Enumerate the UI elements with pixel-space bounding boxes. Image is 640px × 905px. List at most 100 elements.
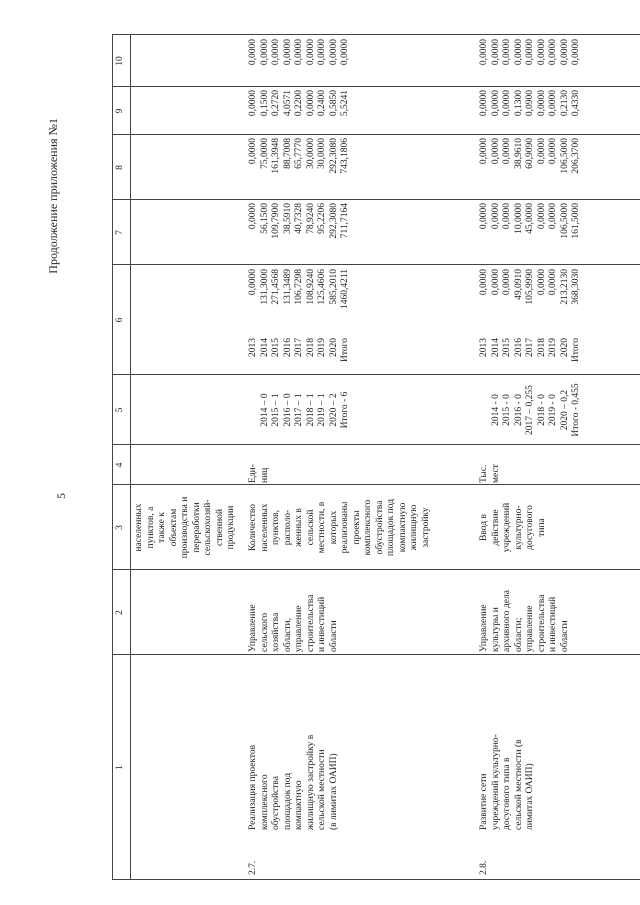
cell-text: 2019 – 1 [317, 393, 327, 427]
cell-text: 65,7770 [294, 138, 304, 169]
cell-text: досугового [525, 505, 535, 550]
cell-text: 2019 [548, 338, 558, 357]
cell-text: 0,0000 [559, 39, 570, 66]
cell-text: жилищную застройку в [305, 734, 316, 830]
cell-text: обустройства [374, 500, 385, 555]
cell-text: 2017 [525, 338, 535, 357]
cell-text: 0,0000 [317, 39, 327, 66]
cell-text: 0,0000 [479, 138, 489, 165]
cell-text: 56,1500 [259, 203, 270, 234]
cell-text: комплексного [259, 774, 270, 830]
cell-text: Развитие сети [479, 773, 489, 830]
cell-text: 2020 – 2 [328, 393, 339, 427]
cell-text: 2020 [559, 338, 570, 357]
cell-text: 106,7298 [294, 269, 304, 305]
cell-text: 0,2130 [559, 90, 570, 117]
cell-text: 0,0000 [548, 39, 558, 66]
cell-text: 0,2200 [294, 90, 304, 117]
cell-text: 2020 – 0,2 [559, 389, 570, 431]
column-line [112, 86, 640, 87]
cell-text: 5,5241 [340, 90, 350, 117]
cell-text: 161,3948 [271, 138, 281, 174]
cell-text: 0,0000 [259, 39, 270, 66]
cell-text: сельской местности [317, 749, 327, 830]
cell-text: 109,7900 [271, 203, 281, 239]
cell-text: управление [525, 605, 535, 652]
cell-text: 585,2010 [328, 269, 339, 305]
cell-text: 2014 – 0 [259, 393, 270, 427]
page-title: Продолжение приложения №1 [46, 118, 60, 274]
column-header: 5 [115, 407, 125, 413]
column-header: 3 [115, 525, 125, 530]
cell-text: и инвестиций [548, 596, 558, 652]
cell-text: 0,0000 [490, 39, 501, 66]
column-line [112, 569, 640, 570]
cell-text: 206,3700 [571, 138, 581, 174]
cell-text: 0,0000 [536, 203, 547, 230]
cell-text: 0,0000 [479, 90, 489, 117]
cell-text: 0,0000 [305, 39, 316, 66]
cell-text: 2015 – 1 [271, 393, 281, 427]
cell-text: 2.7. [248, 860, 258, 875]
cell-text: 105,9990 [525, 269, 535, 305]
column-line [112, 199, 640, 200]
cell-text: 0,1300 [513, 90, 524, 117]
cell-text: переработки [191, 502, 202, 553]
cell-text: 2019 [317, 338, 327, 357]
cell-text: 0,0000 [479, 269, 489, 296]
cell-text: 45,0000 [525, 203, 535, 234]
cell-text: 2017 – 1 [294, 393, 304, 427]
cell-text: сельского [259, 612, 270, 652]
cell-text: области, [282, 617, 293, 652]
cell-text: 2015 [271, 338, 281, 357]
cell-text: 743,1806 [340, 138, 350, 174]
cell-text: 2019 - 0 [548, 394, 558, 426]
cell-text: Реализация проектов [248, 744, 258, 830]
cell-text: 2013 [479, 338, 489, 357]
cell-text: строительства [536, 594, 547, 652]
cell-text: Количество [248, 503, 258, 552]
cell-text: Итого - 6 [340, 391, 350, 429]
cell-text: хозяйства [271, 612, 281, 652]
cell-text: 0,0000 [536, 90, 547, 117]
cell-text: 0,0000 [248, 90, 258, 117]
cell-text: 711,7164 [340, 203, 350, 239]
cell-text: 40,7328 [294, 203, 304, 234]
column-line [112, 444, 640, 445]
cell-text: 0,0000 [479, 203, 489, 230]
cell-text: 78,9240 [305, 203, 316, 234]
cell-text: 2014 - 0 [490, 394, 501, 426]
cell-text: 0,0000 [513, 39, 524, 66]
cell-text: 0,0000 [548, 90, 558, 117]
column-header: 2 [115, 610, 125, 615]
cell-text: 0,5850 [328, 90, 339, 117]
cell-text: действие [490, 509, 501, 546]
cell-text: площадок под [282, 772, 293, 830]
cell-text: 2015 - 0 [502, 394, 512, 426]
cell-text: 0,0000 [502, 90, 512, 117]
column-header: 9 [115, 108, 125, 114]
cell-text: Итого [571, 338, 581, 363]
column-line [112, 264, 640, 265]
cell-text: 0,0000 [248, 39, 258, 66]
cell-text: области [559, 620, 570, 652]
column-line [112, 654, 640, 655]
cell-text: 0,0000 [536, 269, 547, 296]
cell-text: 108,9240 [305, 269, 316, 305]
cell-text: области [328, 620, 339, 652]
cell-text: 0,0000 [536, 138, 547, 165]
column-header: 4 [115, 462, 125, 468]
cell-text: 49,0910 [513, 269, 524, 300]
cell-text: 10,0000 [513, 203, 524, 234]
column-line [112, 484, 640, 485]
cell-text: (в лимитах ОАИП) [328, 753, 339, 830]
cell-text: 2018 - 0 [536, 394, 547, 426]
cell-text: области; [513, 617, 524, 652]
cell-text: 161,5000 [571, 203, 581, 239]
cell-text: 131,3489 [282, 269, 293, 305]
cell-text: 292,3080 [328, 203, 339, 239]
column-line [112, 879, 640, 880]
cell-text: 0,0000 [525, 39, 535, 66]
cell-text: реализованы [340, 501, 350, 554]
cell-text: управление [294, 605, 304, 652]
